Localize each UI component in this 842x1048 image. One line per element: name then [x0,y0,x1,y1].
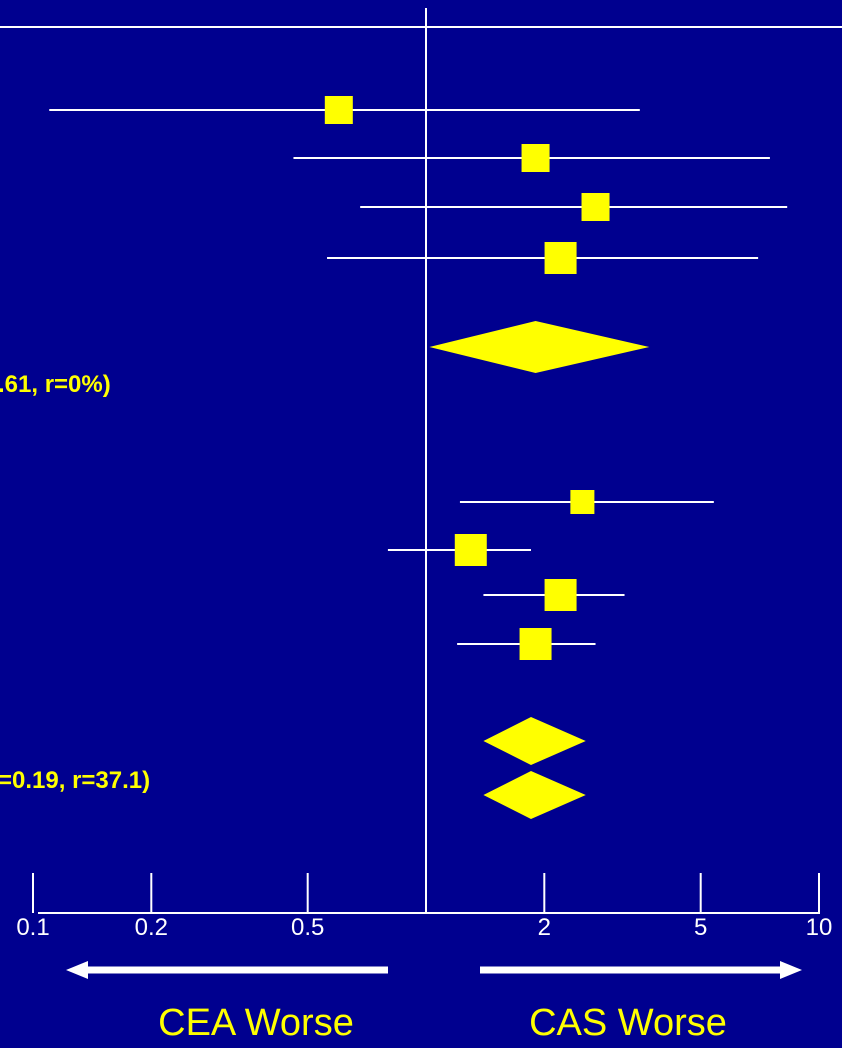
x-tick-label-2: 0.5 [291,914,324,941]
x-tick-label-1: 0.2 [135,914,168,941]
cas-worse-label: CAS Worse [529,1002,727,1044]
point-estimate-0-1 [521,144,550,172]
point-estimate-1-1 [454,534,487,566]
point-estimate-1-0 [570,490,595,514]
point-estimate-0-2 [581,193,610,221]
point-estimate-1-2 [544,579,577,611]
point-estimate-0-3 [544,242,577,274]
summary-diamond-1 [429,321,650,373]
annotations: .61, r=0%) =0.19, r=37.1) [0,371,150,794]
plot-grid [0,8,842,914]
heterogeneity-annotation-2: =0.19, r=37.1) [0,767,150,794]
x-tick-label-6: 10 [806,914,833,941]
cea-worse-label: CEA Worse [158,1002,354,1044]
x-tick-label-4: 2 [538,914,551,941]
summary-diamond-2b [483,771,586,819]
point-estimate-0-0 [324,96,353,124]
x-tick-label-0: 0.1 [16,914,49,941]
left-arrow-head [66,961,88,979]
heterogeneity-annotation-1: .61, r=0%) [0,371,111,398]
direction-indicators: CEA Worse CAS Worse [66,961,802,1044]
summary-diamonds [429,321,650,819]
x-axis-ticks: 0.1 0.2 0.5 2 5 10 [16,873,832,941]
summary-diamond-2a [483,717,586,765]
right-arrow-head [780,961,802,979]
study-estimates [49,96,788,660]
x-tick-label-5: 5 [694,914,707,941]
point-estimate-1-3 [519,628,552,660]
